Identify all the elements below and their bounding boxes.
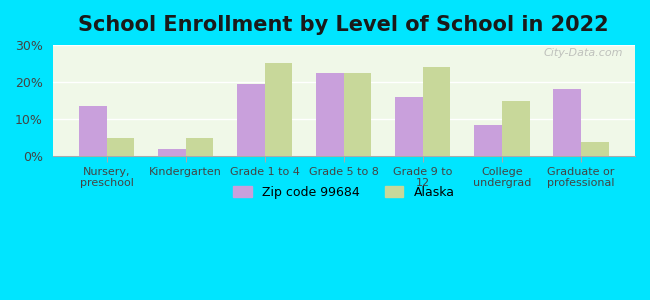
Text: City-Data.com: City-Data.com <box>544 48 623 58</box>
Bar <box>474 125 502 156</box>
Bar <box>502 100 530 156</box>
Bar <box>344 73 371 156</box>
Bar <box>158 149 186 156</box>
Bar <box>107 138 135 156</box>
Legend: Zip code 99684, Alaska: Zip code 99684, Alaska <box>228 181 460 204</box>
Bar <box>422 67 450 156</box>
Bar <box>186 138 213 156</box>
Bar <box>265 64 292 156</box>
Bar <box>395 97 422 156</box>
Title: School Enrollment by Level of School in 2022: School Enrollment by Level of School in … <box>79 15 609 35</box>
Bar <box>553 89 581 156</box>
Bar <box>79 106 107 156</box>
Bar <box>581 142 608 156</box>
Bar <box>237 84 265 156</box>
Bar <box>316 73 344 156</box>
